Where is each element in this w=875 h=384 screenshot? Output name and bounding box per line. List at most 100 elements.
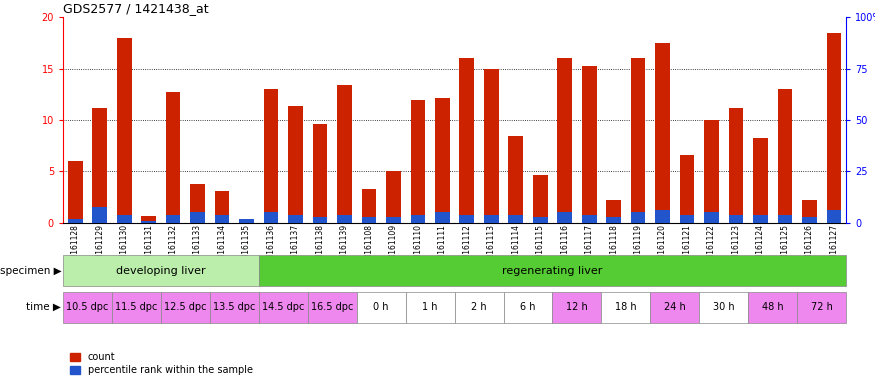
Bar xyxy=(533,175,548,223)
Bar xyxy=(631,58,646,223)
Bar xyxy=(729,215,744,223)
Bar xyxy=(410,215,425,223)
Bar xyxy=(312,124,327,223)
Bar xyxy=(165,92,180,223)
Text: specimen ▶: specimen ▶ xyxy=(0,266,61,276)
Bar xyxy=(699,292,748,323)
Bar xyxy=(117,38,131,223)
Bar xyxy=(748,292,797,323)
Bar xyxy=(655,210,670,223)
Bar xyxy=(459,215,474,223)
Bar xyxy=(410,101,425,223)
Text: 10.5 dpc: 10.5 dpc xyxy=(66,302,108,312)
Bar xyxy=(190,212,205,223)
Bar xyxy=(165,215,180,223)
Bar xyxy=(601,292,650,323)
Bar xyxy=(308,292,357,323)
Bar xyxy=(680,155,695,223)
Bar xyxy=(582,66,597,223)
Bar xyxy=(142,215,156,223)
Text: 11.5 dpc: 11.5 dpc xyxy=(116,302,158,312)
Bar xyxy=(802,217,816,223)
Text: 18 h: 18 h xyxy=(615,302,637,312)
Text: 2 h: 2 h xyxy=(472,302,487,312)
Text: 72 h: 72 h xyxy=(811,302,833,312)
Bar xyxy=(797,292,846,323)
Text: GDS2577 / 1421438_at: GDS2577 / 1421438_at xyxy=(63,2,208,15)
Legend: count, percentile rank within the sample: count, percentile rank within the sample xyxy=(71,353,253,375)
Bar xyxy=(729,108,744,223)
Bar xyxy=(210,292,259,323)
Bar xyxy=(263,212,278,223)
Bar xyxy=(582,215,597,223)
Bar xyxy=(190,184,205,223)
Bar xyxy=(827,210,841,223)
Bar xyxy=(650,292,699,323)
Bar xyxy=(753,215,768,223)
Text: 12 h: 12 h xyxy=(566,302,588,312)
Bar xyxy=(68,161,82,223)
Bar xyxy=(288,215,303,223)
Bar xyxy=(533,217,548,223)
Text: 14.5 dpc: 14.5 dpc xyxy=(262,302,304,312)
Bar xyxy=(361,189,376,223)
Bar xyxy=(508,136,523,223)
Bar xyxy=(778,215,792,223)
Bar xyxy=(557,212,572,223)
Bar xyxy=(680,215,695,223)
Bar xyxy=(386,217,401,223)
Bar xyxy=(386,171,401,223)
Bar xyxy=(802,200,816,223)
Text: 48 h: 48 h xyxy=(762,302,783,312)
Bar xyxy=(704,212,719,223)
Bar xyxy=(753,139,768,223)
Text: regenerating liver: regenerating liver xyxy=(502,266,603,276)
Text: 1 h: 1 h xyxy=(423,302,438,312)
Bar xyxy=(259,292,308,323)
Bar xyxy=(704,120,719,223)
Text: 24 h: 24 h xyxy=(664,302,686,312)
Bar xyxy=(827,33,841,223)
Text: 6 h: 6 h xyxy=(521,302,536,312)
Bar xyxy=(259,255,846,286)
Bar xyxy=(357,292,406,323)
Bar xyxy=(142,221,156,223)
Bar xyxy=(606,200,621,223)
Bar xyxy=(552,292,601,323)
Bar xyxy=(63,255,259,286)
Bar xyxy=(435,212,450,223)
Bar xyxy=(214,215,229,223)
Text: time ▶: time ▶ xyxy=(26,302,61,312)
Bar xyxy=(484,215,499,223)
Bar xyxy=(93,207,107,223)
Bar xyxy=(435,98,450,223)
Bar xyxy=(239,218,254,223)
Bar xyxy=(263,89,278,223)
Bar xyxy=(288,106,303,223)
Bar xyxy=(161,292,210,323)
Bar xyxy=(63,292,112,323)
Bar xyxy=(68,218,82,223)
Bar xyxy=(312,217,327,223)
Bar xyxy=(239,222,254,223)
Bar xyxy=(406,292,455,323)
Bar xyxy=(503,292,552,323)
Bar xyxy=(484,69,499,223)
Bar xyxy=(112,292,161,323)
Text: developing liver: developing liver xyxy=(116,266,206,276)
Text: 30 h: 30 h xyxy=(713,302,735,312)
Bar xyxy=(455,292,503,323)
Bar xyxy=(508,215,523,223)
Bar xyxy=(606,217,621,223)
Bar xyxy=(93,108,107,223)
Bar xyxy=(117,215,131,223)
Bar xyxy=(337,215,352,223)
Text: 16.5 dpc: 16.5 dpc xyxy=(311,302,354,312)
Bar xyxy=(214,191,229,223)
Bar xyxy=(655,43,670,223)
Bar xyxy=(778,89,792,223)
Text: 13.5 dpc: 13.5 dpc xyxy=(214,302,256,312)
Bar xyxy=(361,217,376,223)
Bar xyxy=(337,85,352,223)
Bar xyxy=(459,58,474,223)
